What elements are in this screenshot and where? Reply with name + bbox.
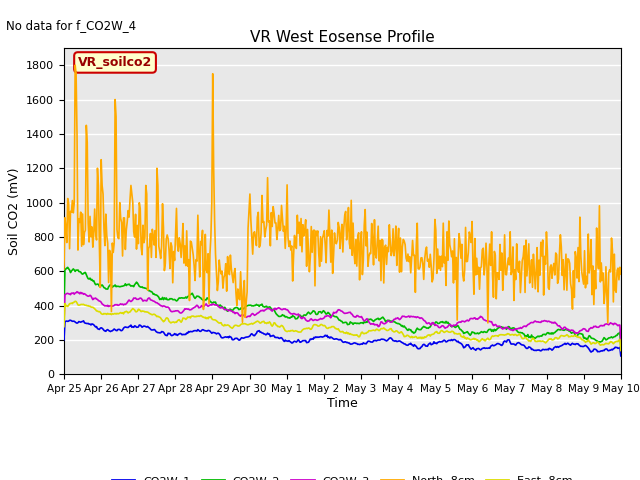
Text: VR_soilco2: VR_soilco2: [78, 56, 152, 69]
Text: No data for f_CO2W_4: No data for f_CO2W_4: [6, 19, 136, 32]
Title: VR West Eosense Profile: VR West Eosense Profile: [250, 30, 435, 46]
X-axis label: Time: Time: [327, 397, 358, 410]
Legend: CO2W_1, CO2W_2, CO2W_3, North -8cm, East -8cm: CO2W_1, CO2W_2, CO2W_3, North -8cm, East…: [108, 471, 577, 480]
Y-axis label: Soil CO2 (mV): Soil CO2 (mV): [8, 168, 20, 255]
